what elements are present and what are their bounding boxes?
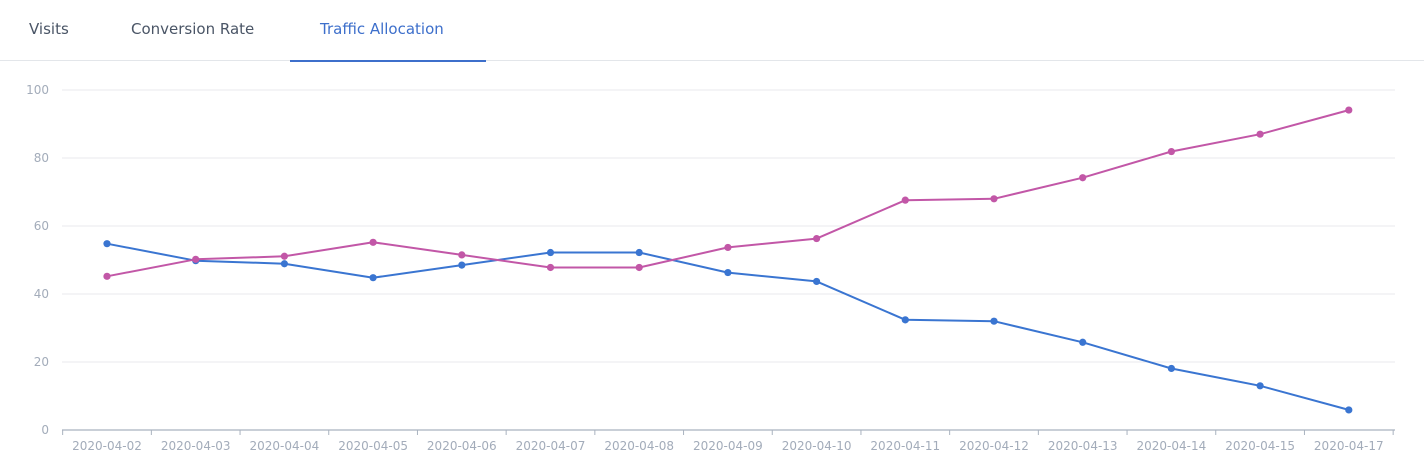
series-2-point <box>458 251 466 259</box>
series-line-1 <box>106 242 1350 411</box>
series-2-point <box>1256 130 1264 138</box>
x-tick-label: 2020-04-10 <box>782 439 852 453</box>
series-2-point <box>1079 174 1087 182</box>
y-tick-label: 40 <box>34 287 49 301</box>
x-axis-ticks: 2020-04-02 2020-04-03 2020-04-04 2020-04-05… <box>62 430 1394 453</box>
chart-series <box>103 106 1353 414</box>
series-1-point <box>1256 382 1264 390</box>
series-2-point <box>1167 147 1175 156</box>
x-tick-label: 2020-04-04 <box>250 439 320 453</box>
tab-visits[interactable]: Visits <box>29 20 69 38</box>
x-tick-label: 2020-04-06 <box>427 439 497 453</box>
chart-gridlines <box>62 89 1395 431</box>
x-tick-label: 2020-04-11 <box>870 439 940 453</box>
x-tick-label: 2020-04-15 <box>1225 439 1295 453</box>
series-2-point <box>369 238 377 246</box>
series-2-point <box>990 195 998 203</box>
series-line-2 <box>106 109 1350 278</box>
x-tick-label: 2020-04-05 <box>338 439 408 453</box>
x-tick-label: 2020-04-02 <box>72 439 142 453</box>
y-tick-label: 0 <box>41 423 49 437</box>
tab-conversion-rate[interactable]: Conversion Rate <box>131 20 255 38</box>
tab-traffic-allocation[interactable]: Traffic Allocation <box>320 20 444 38</box>
x-tick-label: 2020-04-07 <box>516 439 586 453</box>
x-tick-label: 2020-04-14 <box>1137 439 1207 453</box>
series-2-point <box>1345 106 1353 114</box>
x-tick-label: 2020-04-13 <box>1048 439 1118 453</box>
series-2-point <box>192 255 200 263</box>
series-1-point <box>1079 338 1087 346</box>
active-tab-indicator <box>290 60 486 62</box>
series-1-point <box>990 317 998 325</box>
chart-tabs: Visits Conversion Rate Traffic Allocatio… <box>0 0 1424 62</box>
y-tick-label: 100 <box>26 83 49 97</box>
series-2-point <box>103 272 111 280</box>
series-2-point <box>546 263 555 272</box>
y-tick-label: 20 <box>34 355 49 369</box>
x-tick-label: 2020-04-03 <box>161 439 231 453</box>
series-1-point <box>458 261 466 269</box>
x-tick-label: 2020-04-17 <box>1314 439 1384 453</box>
x-tick-label: 2020-04-12 <box>959 439 1029 453</box>
y-axis-ticks: 0 20 40 60 80 100 <box>26 83 49 437</box>
series-1-point <box>813 277 821 286</box>
series-2-point <box>724 243 732 252</box>
series-1-point <box>1345 406 1353 414</box>
series-1-point <box>1167 364 1175 373</box>
series-2-point <box>635 263 643 272</box>
y-tick-label: 60 <box>34 219 49 233</box>
series-1-point <box>103 240 111 248</box>
series-2-point <box>901 196 909 204</box>
y-tick-label: 80 <box>34 151 49 165</box>
series-2-point <box>813 234 821 243</box>
x-tick-label: 2020-04-08 <box>604 439 674 453</box>
series-1-point <box>724 268 732 277</box>
series-1-point <box>369 274 377 282</box>
series-2-point <box>280 252 288 260</box>
series-1-point <box>901 316 909 324</box>
series-1-point <box>635 248 643 257</box>
x-tick-label: 2020-04-09 <box>693 439 763 453</box>
series-1-point <box>546 248 555 257</box>
series-1-point <box>280 260 288 268</box>
